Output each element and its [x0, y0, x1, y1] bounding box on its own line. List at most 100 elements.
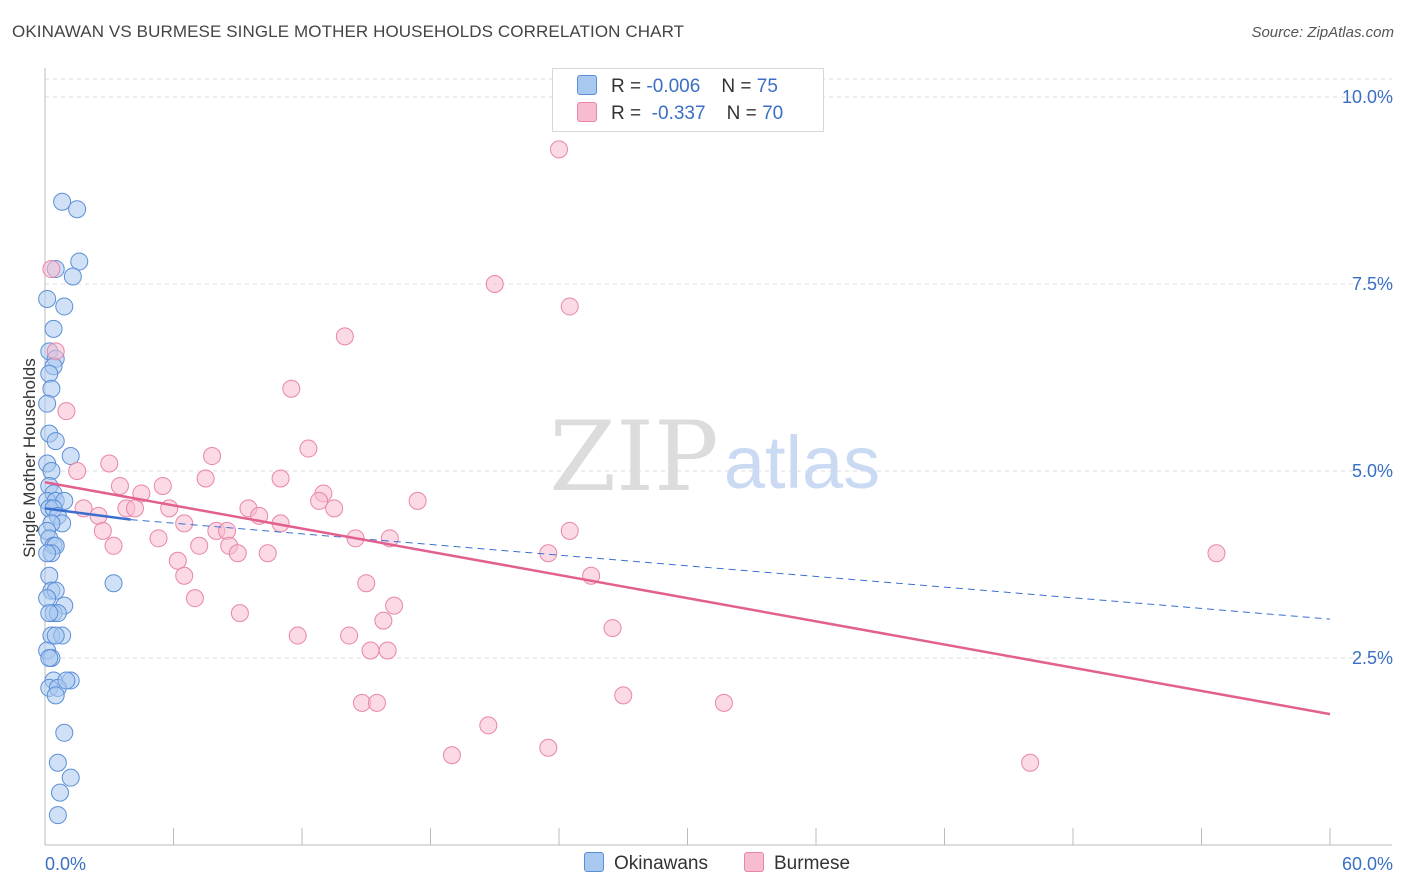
burmese-point: [1207, 544, 1226, 563]
okinawan-point: [46, 432, 65, 451]
legend-row-okinawans: R = -0.006 N = 75: [577, 75, 778, 98]
okinawan-point: [50, 783, 69, 802]
burmese-point: [110, 476, 129, 495]
burmese-point: [357, 574, 376, 593]
burmese-point: [614, 686, 633, 705]
legend-r-value: -0.006: [646, 76, 701, 97]
burmese-point: [288, 626, 307, 645]
burmese-point: [175, 566, 194, 585]
burmese-points: [42, 140, 1226, 772]
okinawan-point: [38, 589, 57, 608]
burmese-point: [153, 476, 172, 495]
burmese-point: [42, 260, 61, 279]
okinawan-swatch: [577, 75, 597, 95]
burmese-point: [479, 716, 498, 735]
burmese-point: [378, 641, 397, 660]
okinawan-point: [48, 806, 67, 825]
burmese-point: [218, 521, 237, 540]
burmese-point: [175, 514, 194, 533]
okinawan-point: [44, 319, 63, 338]
legend-n-value: 70: [762, 103, 784, 124]
okinawan-point: [38, 544, 57, 563]
burmese-point: [299, 439, 318, 458]
y-tick-label: 7.5%: [1352, 274, 1393, 294]
burmese-trend: [44, 480, 1331, 716]
okinawan-point: [61, 768, 80, 787]
burmese-point: [325, 499, 344, 518]
legend-r-value: -0.337: [651, 103, 706, 124]
bottom-legend-label: Okinawans: [614, 853, 708, 874]
trend-lines: [44, 480, 1331, 716]
burmese-point: [374, 611, 393, 630]
okinawan-point: [40, 649, 59, 667]
legend-n-label: N =: [726, 103, 757, 124]
x-tick-label: 60.0%: [1342, 854, 1393, 874]
grid-lines: [45, 78, 1392, 659]
y-tick-label: 2.5%: [1352, 648, 1393, 668]
burmese-point: [196, 469, 215, 488]
burmese-point: [68, 462, 87, 480]
y-axis-label: Single Mother Households: [20, 358, 39, 558]
burmese-point: [714, 693, 733, 712]
source-label: Source: ZipAtlas.com: [1251, 24, 1394, 41]
burmese-point: [1021, 753, 1040, 772]
burmese-swatch: [577, 102, 597, 122]
burmese-point: [361, 641, 380, 660]
burmese-point: [340, 626, 359, 645]
burmese-point: [352, 693, 371, 712]
okinawan-point: [42, 462, 61, 480]
burmese-point: [367, 693, 386, 712]
burmese-point: [442, 746, 461, 765]
burmese-point: [485, 275, 504, 293]
burmese-point: [603, 619, 622, 638]
legend-n-label: N =: [721, 76, 752, 97]
okinawan-trend-dashed: [130, 519, 1331, 620]
watermark: ZIP atlas: [549, 401, 880, 513]
okinawan-point: [61, 447, 80, 466]
burmese-point: [228, 544, 247, 563]
watermark-atlas: atlas: [724, 421, 880, 504]
burmese-point: [258, 544, 277, 563]
burmese-point: [539, 738, 558, 757]
burmese-point: [100, 454, 119, 473]
burmese-point: [560, 297, 579, 316]
okinawan-point: [55, 723, 74, 742]
okinawan-point: [70, 252, 89, 271]
okinawan-swatch: [584, 852, 604, 872]
okinawan-point: [38, 394, 57, 413]
burmese-point: [168, 551, 187, 570]
okinawan-point: [40, 604, 59, 623]
tick-labels: 2.5% 5.0% 7.5% 10.0% 0.0% 60.0%: [45, 87, 1393, 874]
watermark-zip: ZIP: [549, 401, 718, 513]
correlation-legend: R = -0.006 N = 75 R = -0.337 N = 70: [552, 68, 824, 132]
okinawan-point: [53, 192, 72, 211]
legend-n-value: 75: [756, 76, 778, 97]
okinawan-point: [55, 297, 74, 316]
y-tick-label: 5.0%: [1352, 461, 1393, 481]
okinawan-points: [38, 192, 123, 825]
bottom-legend-burmese: Burmese: [744, 852, 850, 875]
okinawan-point: [42, 379, 61, 398]
burmese-point: [271, 469, 290, 488]
burmese-point: [408, 491, 427, 510]
burmese-point: [550, 140, 568, 159]
chart-title: OKINAWAN VS BURMESE SINGLE MOTHER HOUSEH…: [12, 22, 685, 41]
okinawan-point: [40, 566, 59, 585]
burmese-point: [57, 402, 76, 421]
bottom-legend-okinawans: Okinawans: [584, 852, 708, 875]
burmese-point: [560, 521, 579, 540]
okinawan-point: [46, 686, 65, 705]
legend-r-label: R =: [611, 103, 642, 124]
burmese-point: [335, 327, 354, 346]
okinawan-point: [38, 289, 57, 308]
burmese-point: [185, 589, 204, 608]
burmese-point: [230, 604, 249, 623]
burmese-point: [190, 536, 209, 555]
bottom-legend-label: Burmese: [774, 853, 851, 874]
okinawan-point: [68, 200, 87, 219]
okinawan-point: [104, 574, 123, 593]
burmese-point: [46, 342, 65, 361]
okinawan-point: [57, 671, 76, 690]
okinawan-point: [48, 753, 67, 772]
